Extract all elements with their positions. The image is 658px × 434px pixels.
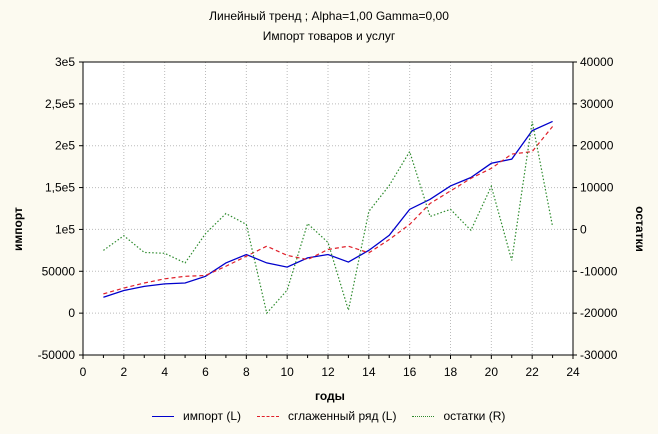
chart-title: Линейный тренд ; Alpha=1,00 Gamma=0,00 <box>209 9 449 23</box>
y-left-tick-label: 0 <box>68 306 75 320</box>
y-right-tick-label: 10000 <box>580 181 614 195</box>
y-left-tick-label: 3e5 <box>55 55 75 69</box>
legend-label: импорт (L) <box>183 409 242 423</box>
legend: импорт (L) сглаженный ряд (L) остатки (R… <box>152 409 521 423</box>
x-axis-label: годы <box>315 389 345 403</box>
x-tick-label: 8 <box>243 365 250 379</box>
legend-swatch-smoothed <box>257 415 280 417</box>
y-right-tick-label: 40000 <box>580 55 614 69</box>
legend-swatch-import <box>152 415 174 417</box>
y-right-tick-label: 30000 <box>580 97 614 111</box>
y-left-tick-label: 1,5e5 <box>45 181 75 195</box>
legend-swatch-residuals <box>412 415 435 417</box>
y-left-tick-label: 2,5e5 <box>45 97 75 111</box>
y-left-tick-label: 2e5 <box>55 139 75 153</box>
y-right-tick-label: -20000 <box>580 306 618 320</box>
x-tick-label: 20 <box>485 365 499 379</box>
x-tick-label: 22 <box>525 365 539 379</box>
y-right-tick-label: 0 <box>580 222 587 236</box>
legend-item-smoothed: сглаженный ряд (L) <box>257 409 396 423</box>
y-right-tick-label: -30000 <box>580 348 618 362</box>
series-line-2 <box>103 121 554 315</box>
x-tick-label: 12 <box>321 365 335 379</box>
y-right-tick-label: 20000 <box>580 139 614 153</box>
x-tick-label: 2 <box>120 365 127 379</box>
legend-label: остатки (R) <box>443 409 506 423</box>
x-tick-label: 6 <box>202 365 209 379</box>
x-tick-label: 10 <box>280 365 294 379</box>
legend-item-residuals: остатки (R) <box>412 409 505 423</box>
x-tick-label: 4 <box>161 365 168 379</box>
x-tick-label: 14 <box>362 365 376 379</box>
x-tick-label: 16 <box>403 365 417 379</box>
y-right-tick-label: -10000 <box>580 264 618 278</box>
chart-subtitle: Импорт товаров и услуг <box>262 29 396 43</box>
x-tick-label: 18 <box>444 365 458 379</box>
legend-item-import: импорт (L) <box>152 409 241 423</box>
y-left-tick-label: 1e5 <box>55 222 75 236</box>
y-axis-right-label: остатки <box>633 206 647 252</box>
plot-border <box>82 61 574 356</box>
y-left-tick-label: 50000 <box>42 264 76 278</box>
x-tick-label: 24 <box>566 365 580 379</box>
legend-label: сглаженный ряд (L) <box>288 409 397 423</box>
x-tick-label: 0 <box>80 365 87 379</box>
y-axis-left-label: импорт <box>11 207 25 251</box>
y-left-tick-label: -50000 <box>38 348 76 362</box>
